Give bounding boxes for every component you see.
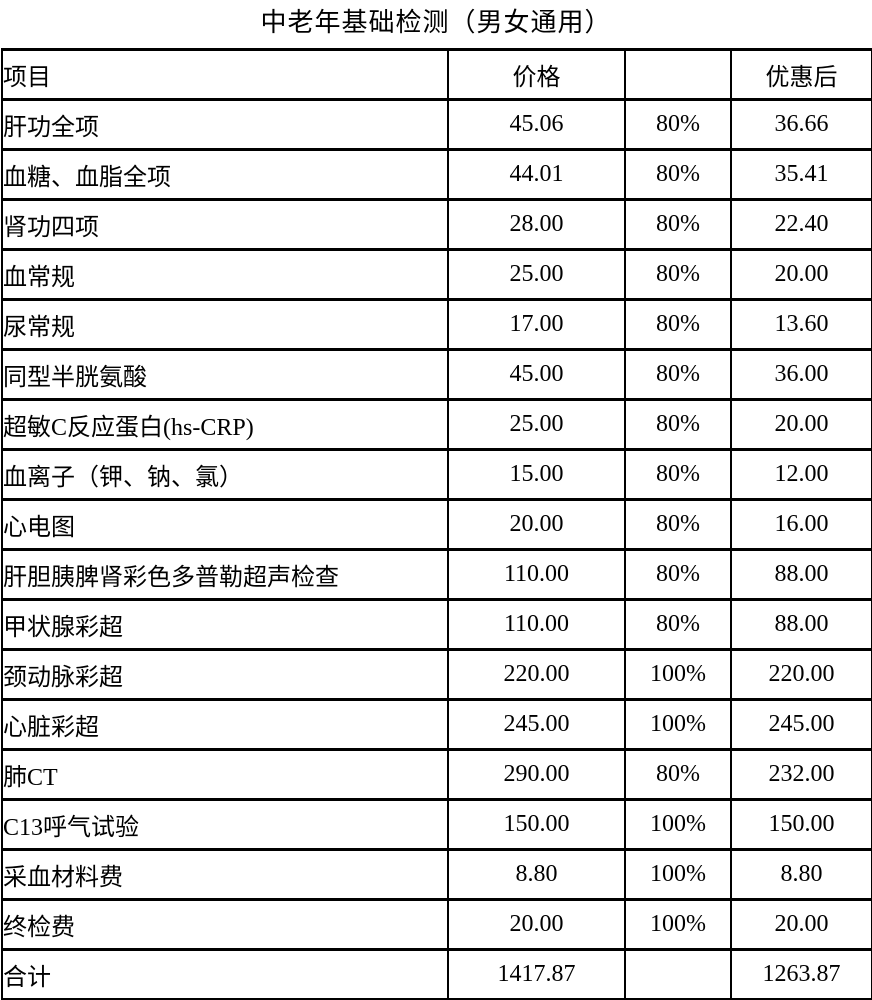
- after-cell: 12.00: [730, 448, 872, 501]
- price-table: 项目 价格 优惠后 肝功全项 45.06 80% 36.66 血糖、血脂全项 4…: [1, 48, 872, 1000]
- price-cell: 20.00: [447, 898, 626, 951]
- price-cell: 110.00: [447, 548, 626, 601]
- item-cell: 甲状腺彩超: [1, 598, 449, 651]
- table-row: 肺CT 290.00 80% 232.00: [1, 748, 872, 801]
- discount-cell: 80%: [624, 748, 732, 801]
- item-cell: 血离子（钾、钠、氯）: [1, 448, 449, 501]
- after-cell: 88.00: [730, 598, 872, 651]
- table-row: 血常规 25.00 80% 20.00: [1, 248, 872, 301]
- item-cell: 心脏彩超: [1, 698, 449, 751]
- total-discount-cell: [624, 948, 732, 1000]
- header-row: 项目 价格 优惠后: [1, 48, 872, 101]
- item-cell: 终检费: [1, 898, 449, 951]
- table-row: 同型半胱氨酸 45.00 80% 36.00: [1, 348, 872, 401]
- item-cell: C13呼气试验: [1, 798, 449, 851]
- discount-cell: 80%: [624, 298, 732, 351]
- discount-cell: 80%: [624, 398, 732, 451]
- table-row: 血离子（钾、钠、氯） 15.00 80% 12.00: [1, 448, 872, 501]
- after-cell: 20.00: [730, 248, 872, 301]
- item-cell: 同型半胱氨酸: [1, 348, 449, 401]
- item-cell: 心电图: [1, 498, 449, 551]
- after-cell: 13.60: [730, 298, 872, 351]
- item-cell: 肝功全项: [1, 98, 449, 151]
- header-discount: [624, 48, 732, 101]
- after-cell: 36.00: [730, 348, 872, 401]
- item-cell: 尿常规: [1, 298, 449, 351]
- table-row: 终检费 20.00 100% 20.00: [1, 898, 872, 951]
- price-cell: 15.00: [447, 448, 626, 501]
- discount-cell: 80%: [624, 248, 732, 301]
- price-cell: 28.00: [447, 198, 626, 251]
- after-cell: 232.00: [730, 748, 872, 801]
- discount-cell: 80%: [624, 148, 732, 201]
- item-cell: 肺CT: [1, 748, 449, 801]
- price-cell: 110.00: [447, 598, 626, 651]
- price-cell: 8.80: [447, 848, 626, 901]
- total-row: 合计 1417.87 1263.87: [1, 948, 872, 1000]
- discount-cell: 100%: [624, 698, 732, 751]
- discount-cell: 80%: [624, 448, 732, 501]
- table-title: 中老年基础检测（男女通用）: [260, 8, 612, 37]
- price-cell: 25.00: [447, 248, 626, 301]
- discount-cell: 80%: [624, 548, 732, 601]
- price-cell: 45.00: [447, 348, 626, 401]
- after-cell: 88.00: [730, 548, 872, 601]
- after-cell: 22.40: [730, 198, 872, 251]
- discount-cell: 80%: [624, 198, 732, 251]
- table-row: 超敏C反应蛋白(hs-CRP) 25.00 80% 20.00: [1, 398, 872, 451]
- discount-cell: 100%: [624, 848, 732, 901]
- after-cell: 150.00: [730, 798, 872, 851]
- price-cell: 25.00: [447, 398, 626, 451]
- item-cell: 血常规: [1, 248, 449, 301]
- price-cell: 44.01: [447, 148, 626, 201]
- after-cell: 20.00: [730, 898, 872, 951]
- table-row: 采血材料费 8.80 100% 8.80: [1, 848, 872, 901]
- total-after-cell: 1263.87: [730, 948, 872, 1000]
- item-cell: 颈动脉彩超: [1, 648, 449, 701]
- header-item: 项目: [1, 48, 449, 101]
- table-row: 颈动脉彩超 220.00 100% 220.00: [1, 648, 872, 701]
- price-cell: 245.00: [447, 698, 626, 751]
- after-cell: 36.66: [730, 98, 872, 151]
- table-row: 肝功全项 45.06 80% 36.66: [1, 98, 872, 151]
- table-row: C13呼气试验 150.00 100% 150.00: [1, 798, 872, 851]
- header-price: 价格: [447, 48, 626, 101]
- discount-cell: 100%: [624, 798, 732, 851]
- table-row: 血糖、血脂全项 44.01 80% 35.41: [1, 148, 872, 201]
- item-cell: 肾功四项: [1, 198, 449, 251]
- total-label-cell: 合计: [1, 948, 449, 1000]
- price-cell: 20.00: [447, 498, 626, 551]
- discount-cell: 80%: [624, 598, 732, 651]
- table-row: 肾功四项 28.00 80% 22.40: [1, 198, 872, 251]
- discount-cell: 80%: [624, 98, 732, 151]
- header-after: 优惠后: [730, 48, 872, 101]
- discount-cell: 100%: [624, 648, 732, 701]
- after-cell: 16.00: [730, 498, 872, 551]
- discount-cell: 100%: [624, 898, 732, 951]
- price-cell: 17.00: [447, 298, 626, 351]
- discount-cell: 80%: [624, 498, 732, 551]
- item-cell: 肝胆胰脾肾彩色多普勒超声检查: [1, 548, 449, 601]
- item-cell: 血糖、血脂全项: [1, 148, 449, 201]
- price-cell: 45.06: [447, 98, 626, 151]
- total-price-cell: 1417.87: [447, 948, 626, 1000]
- after-cell: 220.00: [730, 648, 872, 701]
- table-row: 甲状腺彩超 110.00 80% 88.00: [1, 598, 872, 651]
- table-row: 心脏彩超 245.00 100% 245.00: [1, 698, 872, 751]
- after-cell: 20.00: [730, 398, 872, 451]
- after-cell: 245.00: [730, 698, 872, 751]
- item-cell: 采血材料费: [1, 848, 449, 901]
- table-row: 尿常规 17.00 80% 13.60: [1, 298, 872, 351]
- table-row: 心电图 20.00 80% 16.00: [1, 498, 872, 551]
- after-cell: 35.41: [730, 148, 872, 201]
- price-cell: 150.00: [447, 798, 626, 851]
- after-cell: 8.80: [730, 848, 872, 901]
- table-row: 肝胆胰脾肾彩色多普勒超声检查 110.00 80% 88.00: [1, 548, 872, 601]
- discount-cell: 80%: [624, 348, 732, 401]
- price-cell: 290.00: [447, 748, 626, 801]
- item-cell: 超敏C反应蛋白(hs-CRP): [1, 398, 449, 451]
- price-cell: 220.00: [447, 648, 626, 701]
